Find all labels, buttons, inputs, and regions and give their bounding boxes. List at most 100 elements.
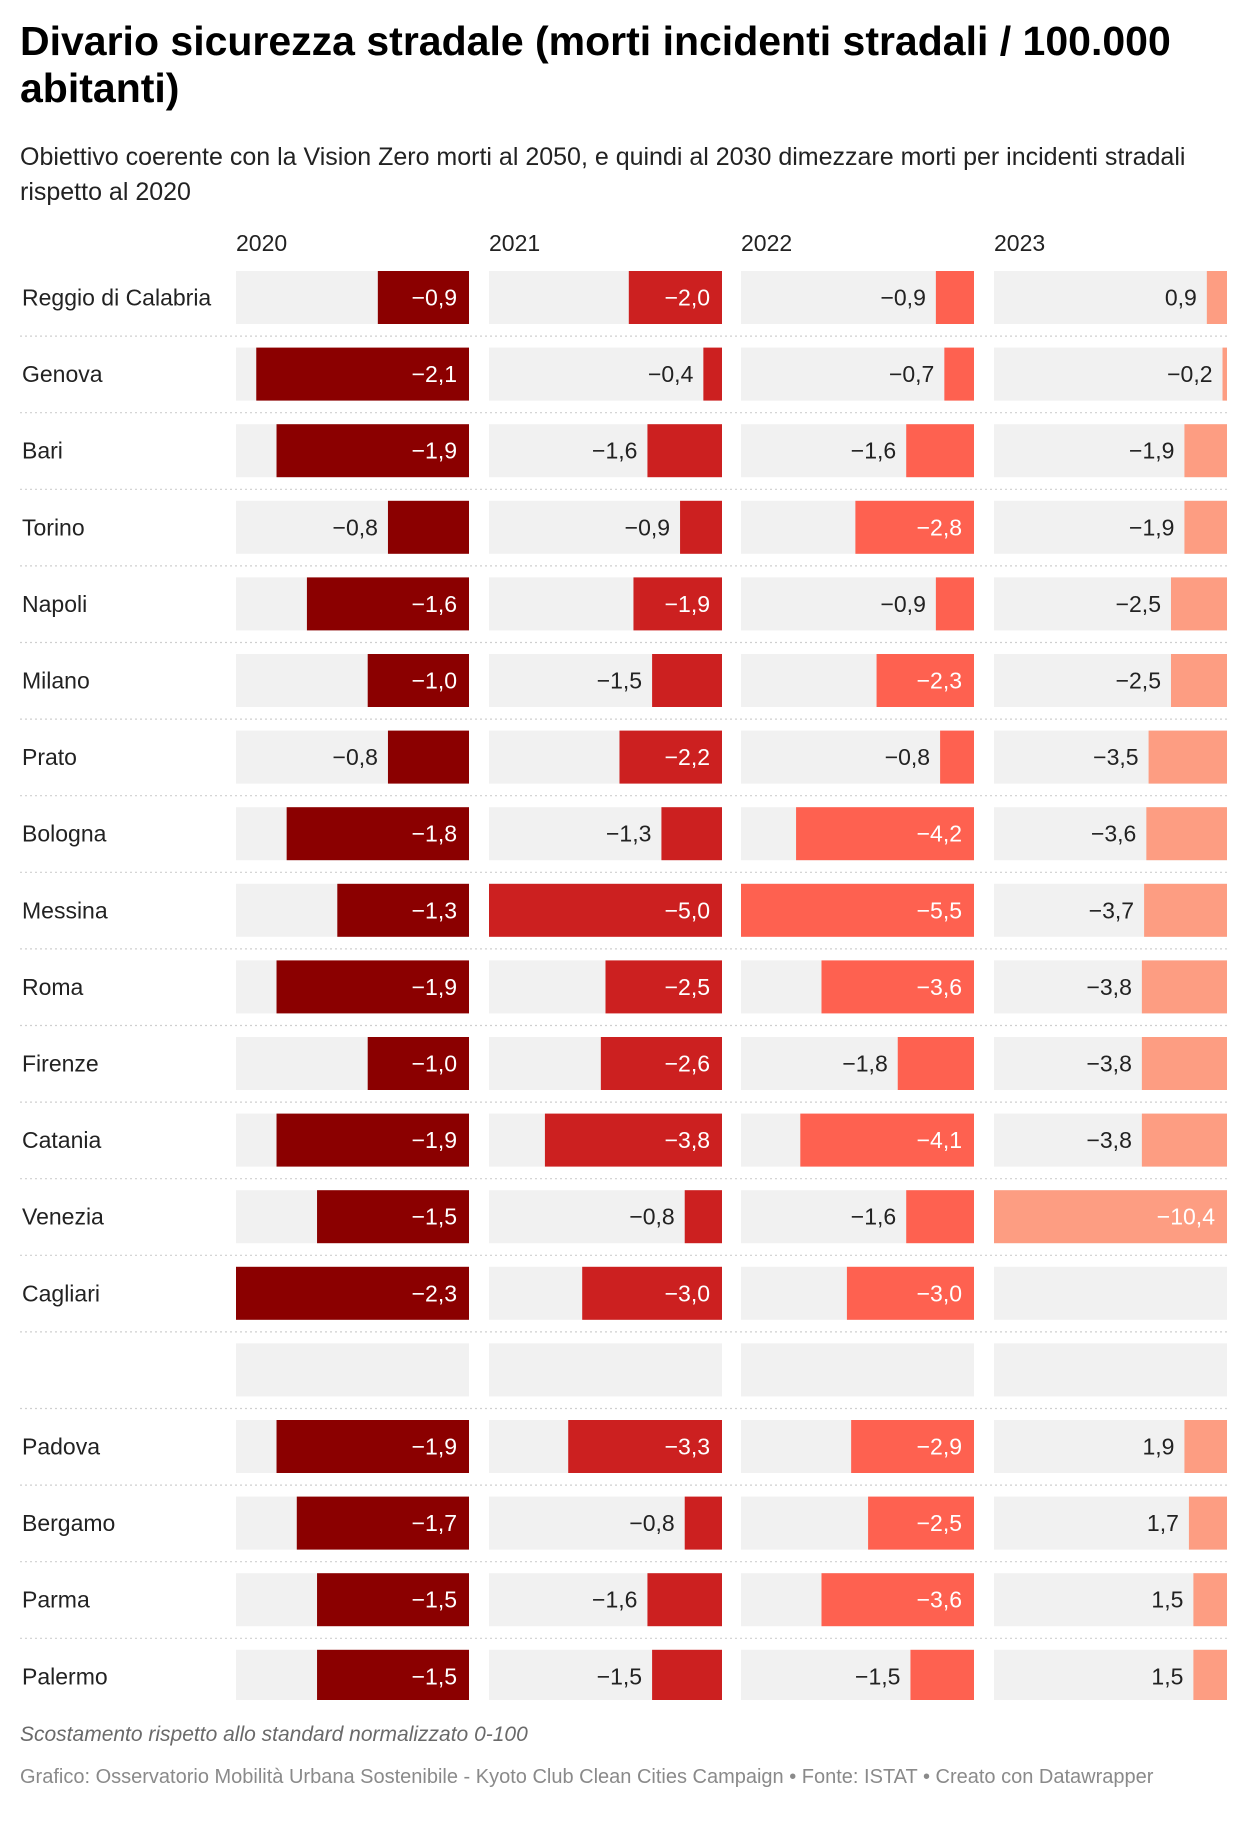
bar-2023 — [1193, 1573, 1227, 1627]
bar-2021 — [605, 960, 722, 1014]
value-label: 1,5 — [1151, 1663, 1183, 1689]
bar-2020 — [276, 1113, 469, 1167]
value-label: −0,2 — [1167, 361, 1212, 387]
value-label: −1,9 — [412, 1434, 457, 1460]
bar-2021 — [684, 1190, 722, 1244]
bar-2021 — [652, 654, 722, 707]
value-label: −3,5 — [1093, 744, 1138, 770]
row-label: Firenze — [22, 1051, 99, 1077]
value-label: −2,0 — [665, 285, 710, 311]
bar-2020 — [337, 883, 469, 937]
row-label: Roma — [22, 974, 84, 1000]
chart-footer: Grafico: Osservatorio Mobilità Urbana So… — [20, 1766, 1154, 1788]
value-label: −3,7 — [1089, 897, 1134, 923]
bar-track — [994, 1343, 1227, 1397]
bar-2023 — [1184, 1420, 1227, 1473]
value-label: −2,8 — [917, 514, 962, 540]
bar-track — [994, 1649, 1227, 1700]
bar-2021 — [633, 577, 722, 631]
value-label: −1,3 — [412, 897, 457, 923]
row-label: Genova — [22, 361, 103, 387]
value-label: −1,0 — [412, 668, 457, 694]
bar-2020 — [236, 1266, 469, 1320]
bar-2020 — [377, 271, 469, 324]
bar-2020 — [367, 654, 469, 707]
bar-2021 — [582, 1266, 722, 1320]
bar-2020 — [367, 1037, 469, 1090]
bar-track — [489, 1496, 722, 1550]
bar-2020 — [317, 1649, 469, 1700]
value-label: −1,3 — [606, 821, 651, 847]
value-label: −5,5 — [917, 897, 962, 923]
value-label: −10,4 — [1157, 1204, 1215, 1230]
value-label: 1,7 — [1147, 1510, 1179, 1536]
row-label: Padova — [22, 1434, 100, 1460]
row-label: Parma — [22, 1587, 90, 1613]
value-label: −1,8 — [842, 1051, 887, 1077]
bar-2023 — [1146, 807, 1227, 861]
bar-2021 — [628, 271, 722, 324]
bar-2020 — [256, 347, 469, 401]
bar-2022 — [855, 500, 974, 554]
value-label: −3,0 — [917, 1280, 962, 1306]
value-label: −0,9 — [880, 285, 925, 311]
value-label: −1,5 — [412, 1587, 457, 1613]
bar-2022 — [935, 577, 974, 631]
row-label: Bari — [22, 438, 63, 464]
bar-2021 — [680, 500, 722, 554]
value-label: −0,7 — [889, 361, 934, 387]
bar-2021 — [647, 1573, 722, 1627]
row-label: Reggio di Calabria — [22, 285, 211, 311]
bar-track — [741, 577, 974, 631]
value-label: −2,2 — [665, 744, 710, 770]
bar-2020 — [317, 1573, 469, 1627]
bar-2021 — [619, 730, 722, 784]
value-label: 1,5 — [1151, 1587, 1183, 1613]
value-label: −1,6 — [592, 1587, 637, 1613]
bar-2023 — [994, 1190, 1227, 1244]
value-label: −3,8 — [1086, 974, 1131, 1000]
value-label: −1,6 — [851, 438, 896, 464]
bar-2021 — [568, 1420, 722, 1473]
bar-2020 — [276, 424, 469, 478]
value-label: −1,0 — [412, 1051, 457, 1077]
bar-track — [489, 347, 722, 401]
bar-2023 — [1188, 1496, 1227, 1550]
bar-2023 — [1184, 500, 1227, 554]
value-label: −3,6 — [1091, 821, 1136, 847]
bar-2020 — [387, 500, 469, 554]
bar-2020 — [317, 1190, 469, 1244]
bar-2023 — [1141, 1037, 1227, 1090]
value-label: −1,8 — [412, 821, 457, 847]
bar-2022 — [906, 1190, 974, 1244]
bar-2022 — [741, 883, 974, 937]
bar-2022 — [897, 1037, 974, 1090]
bar-2021 — [652, 1649, 722, 1700]
column-header-2021: 2021 — [489, 230, 540, 256]
bar-2023 — [1222, 347, 1227, 401]
split-bar-chart: 2020 2021 2022 2023 Reggio di Calabria −0,9 −2… — [20, 230, 1227, 1700]
value-label: −4,1 — [917, 1127, 962, 1153]
value-label: −0,9 — [625, 514, 670, 540]
bar-track — [741, 730, 974, 784]
value-label: −1,5 — [597, 668, 642, 694]
value-label: −1,9 — [1129, 438, 1174, 464]
row-label: Bologna — [22, 821, 107, 847]
bar-2021 — [489, 883, 722, 937]
bar-2022 — [868, 1496, 974, 1550]
bar-2022 — [846, 1266, 974, 1320]
bar-2022 — [944, 347, 974, 401]
value-label: −1,7 — [412, 1510, 457, 1536]
bar-track — [994, 1496, 1227, 1550]
bar-2022 — [876, 654, 974, 707]
value-label: −0,8 — [333, 514, 378, 540]
value-label: −3,6 — [917, 974, 962, 1000]
bar-2022 — [851, 1420, 974, 1473]
value-label: −1,6 — [412, 591, 457, 617]
bar-2021 — [703, 347, 722, 401]
bar-2020 — [387, 730, 469, 784]
bar-2021 — [661, 807, 722, 861]
row-label: Milano — [22, 668, 90, 694]
bar-2023 — [1148, 730, 1227, 784]
value-label: −1,9 — [665, 591, 710, 617]
